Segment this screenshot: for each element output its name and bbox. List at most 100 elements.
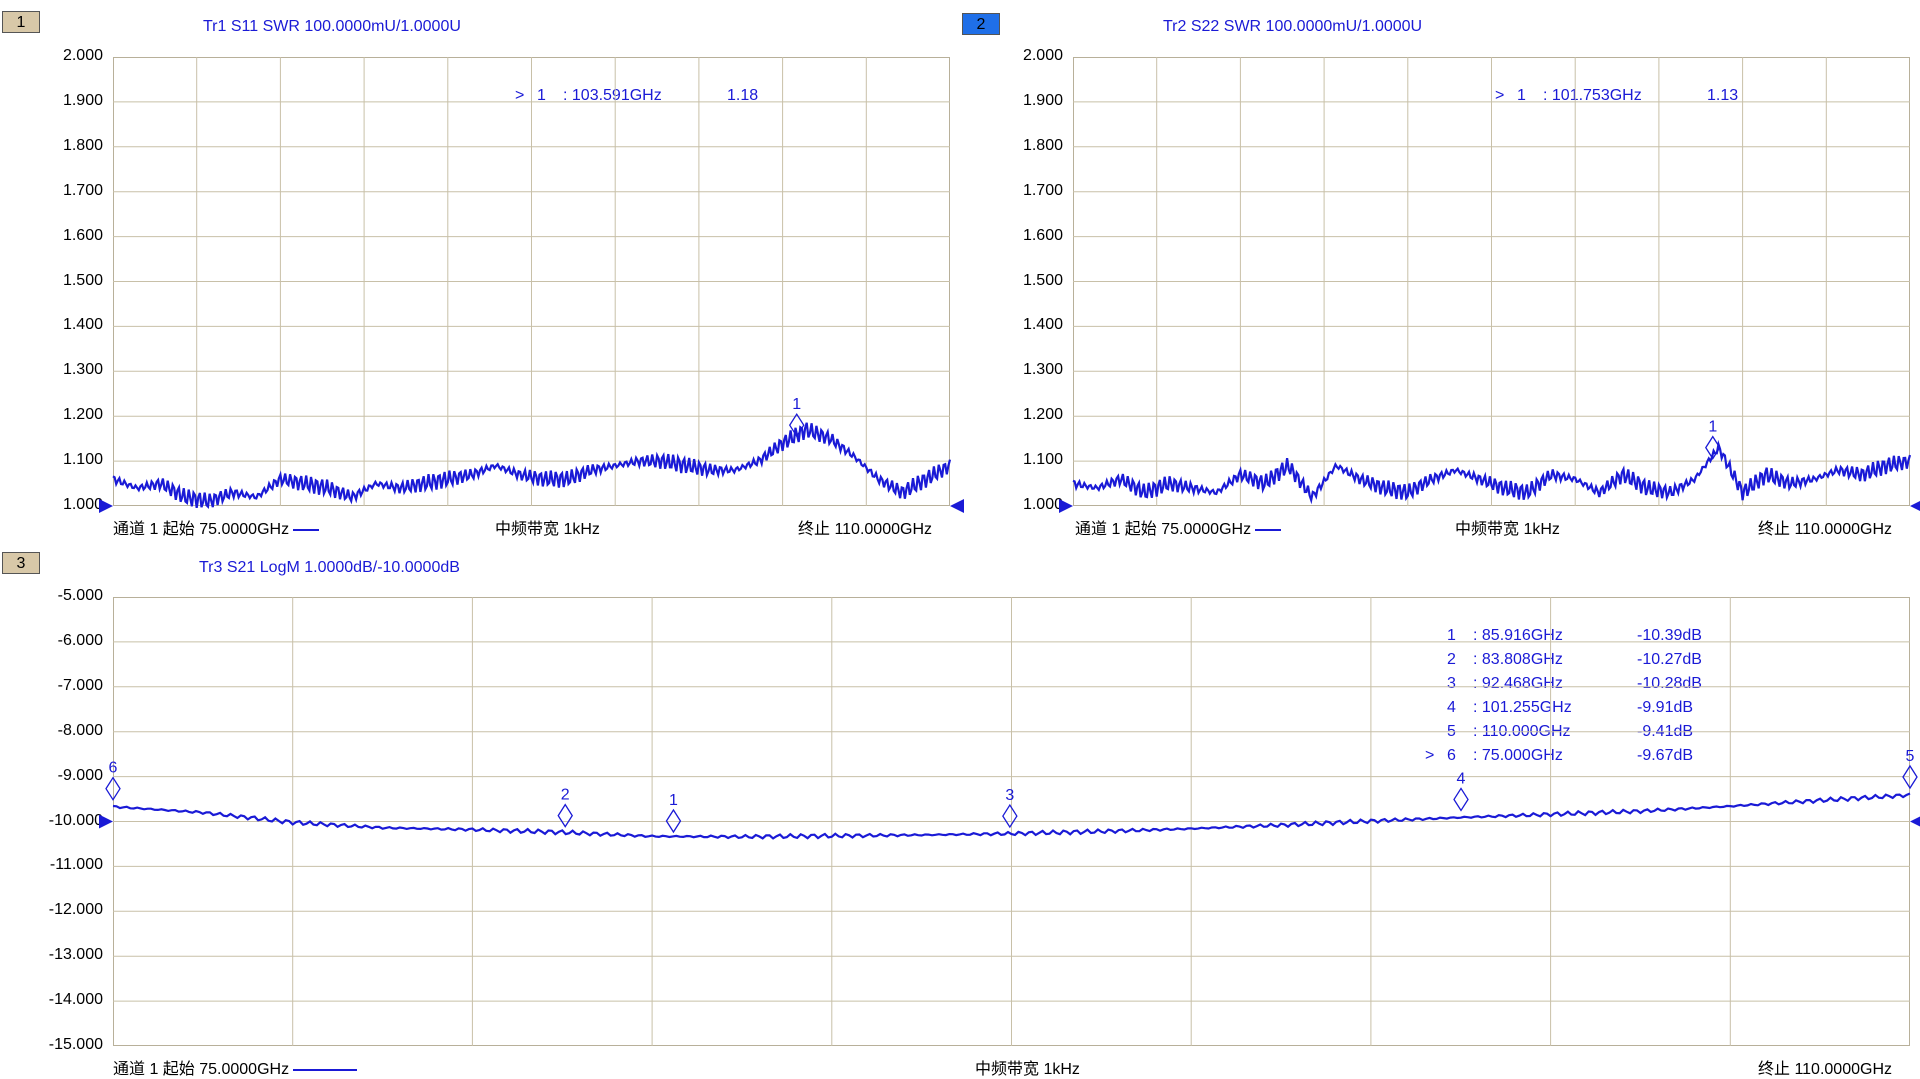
y-tick-label: 2.000	[62, 47, 103, 64]
marker-4[interactable]: 4	[1453, 770, 1469, 812]
trace-title-2[interactable]: Tr2 S22 SWR 100.0000mU/1.0000U	[1163, 18, 1423, 35]
reference-arrow-right	[1910, 501, 1920, 511]
y-tick-label: 1.900	[62, 91, 103, 109]
y-tick-label: 1.300	[62, 361, 103, 379]
reference-arrow-right	[950, 499, 964, 513]
marker-frequency: : 92.468GHz	[1473, 675, 1563, 692]
trace-line-3[interactable]	[112, 792, 1911, 840]
trace-legend-line-1	[293, 528, 320, 531]
y-tick-label: 1.100	[1022, 451, 1063, 469]
marker-label: 1	[669, 792, 678, 809]
y-tick-label: -15.000	[48, 1036, 103, 1053]
trace-badge-1[interactable]: 1	[2, 11, 40, 33]
footer-start-2: 通道 1 起始 75.0000GHz	[1075, 515, 1282, 539]
y-tick-label: 1.400	[1022, 316, 1063, 334]
marker-diamond[interactable]	[1453, 787, 1469, 812]
y-tick-label: 1.800	[62, 136, 103, 154]
marker-1[interactable]: 1	[665, 792, 682, 834]
marker-readout-2: >1: 101.753GHz 1.13	[1495, 87, 1755, 111]
marker-number: 1	[1447, 627, 1456, 644]
y-tick-label: -6.000	[57, 631, 103, 649]
marker-readout-row: 3 : 92.468GHz -10.28dB	[1425, 675, 1725, 699]
y-tick-label: -14.000	[48, 991, 103, 1009]
marker-label: 6	[109, 760, 118, 777]
marker-number: 3	[1447, 675, 1456, 692]
marker-number: 2	[1447, 651, 1456, 668]
marker-1[interactable]: 1	[788, 396, 805, 438]
marker-number: 6	[1447, 747, 1456, 764]
y-tick-label: -5.000	[57, 587, 103, 604]
marker-value: -10.39dB	[1637, 627, 1702, 644]
marker-3[interactable]: 3	[1002, 787, 1018, 829]
marker-diamond[interactable]	[788, 412, 805, 438]
y-tick-label: 1.500	[1022, 271, 1063, 289]
marker-frequency: : 101.753GHz	[1543, 87, 1642, 104]
trace-line-2[interactable]	[1072, 439, 1912, 505]
reference-arrow-left	[1059, 499, 1073, 513]
y-tick-label: -11.000	[49, 856, 103, 874]
marker-2[interactable]: 2	[557, 787, 573, 828]
reference-arrow-left	[99, 499, 113, 513]
grid-3	[113, 597, 1910, 1046]
y-tick-label: -7.000	[57, 676, 103, 694]
reference-arrow-left	[99, 814, 113, 829]
marker-diamond[interactable]	[1902, 764, 1918, 790]
marker-label: 5	[1906, 748, 1915, 765]
footer-ifbw-2: 中频带宽 1kHz	[1455, 521, 1560, 538]
marker-readout-row: 4: 101.255GHz -9.91dB	[1425, 699, 1725, 723]
y-tick-label: -9.000	[57, 766, 103, 784]
marker-diamond[interactable]	[1705, 435, 1721, 460]
marker-value: -10.28dB	[1637, 675, 1702, 692]
y-tick-label: 2.000	[1022, 47, 1063, 64]
trace-line-1[interactable]	[112, 422, 952, 509]
trace-title-1[interactable]: Tr1 S11 SWR 100.0000mU/1.0000U	[203, 18, 461, 35]
y-tick-label: 1.500	[62, 271, 103, 289]
trace-badge-2[interactable]: 2	[962, 13, 1000, 35]
y-tick-label: 1.300	[1022, 361, 1063, 379]
footer-ifbw-1: 中频带宽 1kHz	[495, 521, 600, 538]
footer-stop-1: 终止 110.0000GHz	[798, 521, 932, 538]
marker-frequency: : 103.591GHz	[563, 87, 662, 104]
marker-value: 1.13	[1707, 87, 1739, 104]
grid-2	[1073, 57, 1910, 506]
y-tick-label: -13.000	[48, 946, 103, 964]
footer-stop-3: 终止 110.0000GHz	[1758, 1061, 1892, 1078]
reference-arrow-right	[1910, 816, 1920, 827]
y-tick-label: 1.200	[1022, 406, 1063, 424]
y-tick-label: 1.000	[62, 496, 103, 513]
marker-label: 3	[1005, 787, 1014, 804]
trace-badge-3[interactable]: 3	[2, 552, 40, 574]
y-tick-label: 1.400	[62, 316, 103, 334]
marker-diamond[interactable]	[557, 803, 573, 828]
marker-readout-3: 1: 85.916GHz -10.39dB 2: 83.808GHz -10.27dB…	[1425, 627, 1725, 771]
trace-title-3[interactable]: Tr3 S21 LogM 1.0000dB/-10.0000dB	[199, 559, 460, 576]
marker-diamond[interactable]	[105, 776, 121, 801]
trace-legend-line-3	[293, 1068, 358, 1071]
footer-start-3: 通道 1 起始 75.0000GHz	[113, 1055, 358, 1079]
marker-label: 4	[1457, 770, 1466, 787]
marker-value: -9.67dB	[1637, 747, 1694, 764]
y-tick-label: 1.600	[1022, 226, 1063, 244]
footer-start-1: 通道 1 起始 75.0000GHz	[113, 515, 320, 539]
marker-readout-1: >1: 103.591GHz 1.18	[515, 87, 775, 111]
y-tick-label: -12.000	[48, 901, 103, 919]
y-tick-label: 1.700	[62, 181, 103, 199]
marker-diamond[interactable]	[1002, 803, 1018, 829]
marker-1[interactable]: 1	[1705, 419, 1721, 460]
marker-6[interactable]: 6	[105, 760, 121, 801]
marker-frequency: : 75.000GHz	[1473, 747, 1563, 764]
marker-number: 4	[1447, 699, 1456, 716]
marker-readout-row: >1: 103.591GHz 1.18	[515, 87, 775, 111]
y-tick-label: 1.800	[1022, 136, 1063, 154]
footer-stop-2: 终止 110.0000GHz	[1758, 521, 1892, 538]
y-tick-label: -10.000	[48, 811, 103, 829]
marker-label: 1	[1708, 419, 1717, 436]
marker-diamond[interactable]	[665, 808, 682, 834]
marker-value: -9.91dB	[1637, 699, 1694, 716]
marker-readout-row: 1: 85.916GHz -10.39dB	[1425, 627, 1725, 651]
marker-5[interactable]: 5	[1902, 748, 1918, 790]
marker-label: 2	[561, 787, 570, 804]
marker-active-indicator: >	[515, 87, 525, 104]
marker-value: -10.27dB	[1637, 651, 1702, 668]
